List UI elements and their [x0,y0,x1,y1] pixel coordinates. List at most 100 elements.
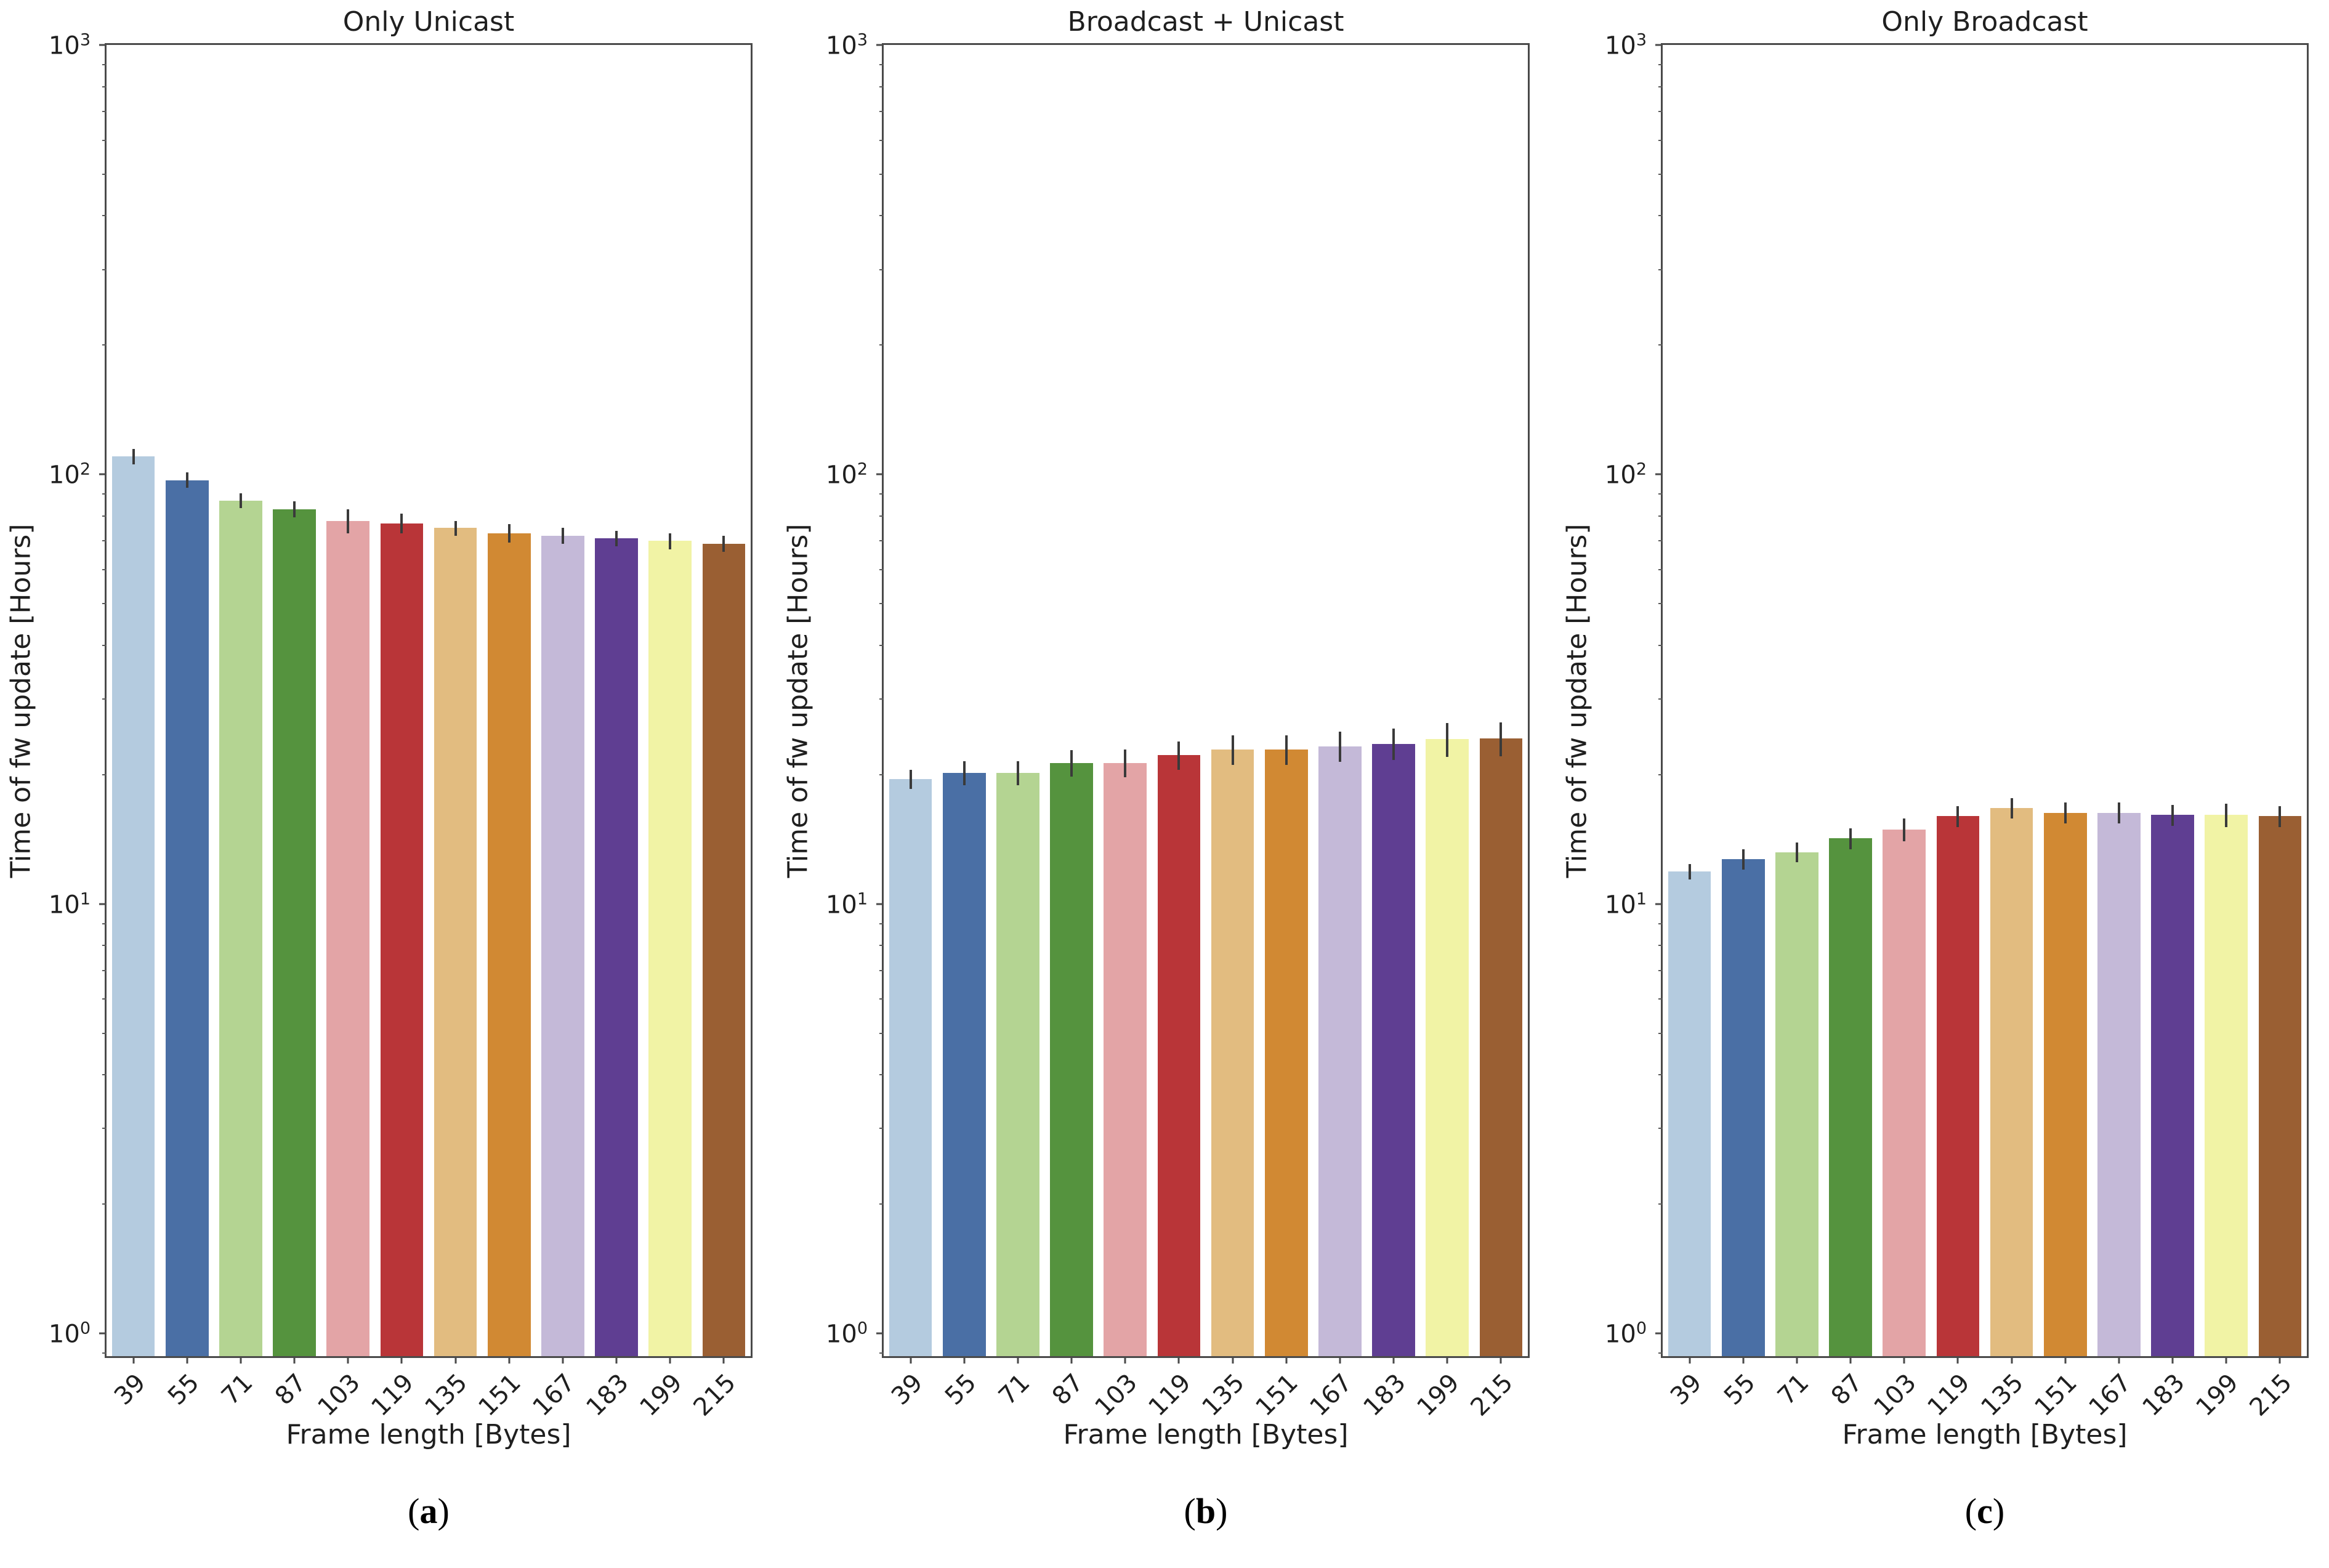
y-minor-tick [1658,269,1663,270]
y-axis-label: Time of fw update [Hours] [1561,523,1593,878]
x-tick-label-text: 183 [581,1368,634,1422]
error-bar-71 [1016,761,1019,785]
y-minor-tick [879,139,884,141]
y-major-tick [1655,1332,1663,1335]
error-bar-215 [1500,722,1503,756]
x-tick [1742,1356,1745,1364]
bar-215 [702,543,746,1356]
y-minor-tick [879,269,884,270]
y-minor-tick [879,540,884,542]
y-minor-tick [102,86,107,87]
error-bar-71 [1795,842,1798,863]
x-tick-label-text: 135 [1976,1368,2030,1422]
x-axis-label: Frame length [Bytes] [1842,1419,2128,1450]
x-tick-label-text: 103 [1868,1368,1922,1422]
error-bar-183 [615,530,618,547]
error-bar-183 [2171,804,2174,826]
x-tick-label-text: 199 [2190,1368,2244,1422]
y-minor-tick [1658,493,1663,495]
x-tick-label-text: 55 [162,1368,205,1411]
bar-135 [434,528,477,1356]
bar-71 [1775,852,1818,1356]
x-tick [1689,1356,1691,1364]
y-minor-tick [879,86,884,87]
y-minor-tick [1658,569,1663,571]
bar-135 [1990,808,2033,1356]
y-minor-tick [879,215,884,217]
x-tick-label-text: 215 [688,1368,741,1422]
panel-paren-open: ( [1964,1491,1977,1531]
x-tick [2011,1356,2013,1364]
y-tick-label: 100 [825,1319,868,1349]
x-tick-label-text: 119 [1922,1368,1976,1422]
y-minor-tick [1658,173,1663,175]
x-tick [1232,1356,1234,1364]
error-bar-39 [1688,863,1691,879]
y-minor-tick [102,540,107,542]
bars-container [1663,45,2307,1356]
y-minor-tick [879,569,884,571]
chart-title: Broadcast + Unicast [1067,6,1344,38]
panel-paren-open: ( [408,1491,420,1531]
bar-151 [487,533,531,1356]
bar-87 [1829,838,1872,1356]
x-tick-label-text: 103 [1089,1368,1143,1422]
x-tick-label-text: 199 [634,1368,688,1422]
y-minor-tick [879,774,884,775]
y-minor-tick [879,998,884,1000]
bar-151 [1264,749,1308,1356]
error-bar-167 [2117,802,2120,823]
y-minor-tick [102,774,107,775]
x-tick-label-text: 71 [1772,1368,1815,1411]
y-major-tick [99,1332,107,1335]
panel-label: (c) [1965,1490,2004,1532]
y-minor-tick [1658,698,1663,700]
error-bar-119 [1956,806,1960,827]
x-tick-label-text: 39 [108,1368,151,1411]
y-minor-tick [879,1352,884,1354]
error-bar-215 [722,535,725,552]
bars-container [107,45,751,1356]
bar-167 [541,535,584,1356]
panel-paren-close: ) [1992,1491,2005,1531]
x-tick [2279,1356,2281,1364]
x-tick [1392,1356,1395,1364]
y-minor-tick [102,945,107,947]
bar-199 [1426,739,1469,1356]
plot-area-c: Only Broadcast Time of fw update [Hours]… [1562,6,2309,1531]
bar-39 [1668,871,1711,1356]
y-major-tick [876,44,884,46]
error-bar-55 [963,761,966,785]
bar-215 [2258,816,2302,1356]
x-tick-label-text: 167 [1304,1368,1358,1422]
x-tick [1177,1356,1180,1364]
y-minor-tick [879,969,884,971]
y-minor-tick [879,173,884,175]
bar-119 [1157,755,1201,1356]
y-major-tick [876,903,884,905]
y-tick-label: 102 [48,459,91,490]
error-bar-71 [239,493,242,508]
bar-167 [1318,746,1362,1356]
x-tick [400,1356,403,1364]
y-major-tick [1655,473,1663,475]
x-tick-label-text: 135 [419,1368,474,1422]
y-minor-tick [1658,945,1663,947]
x-tick-label-text: 215 [1465,1368,1519,1422]
error-bar-199 [1446,722,1449,757]
x-tick [1339,1356,1341,1364]
x-tick [454,1356,457,1364]
x-tick-label-text: 39 [886,1368,929,1411]
y-minor-tick [879,923,884,924]
x-tick [1124,1356,1126,1364]
y-minor-tick [879,1032,884,1034]
y-minor-tick [879,644,884,646]
bar-103 [326,520,370,1356]
x-tick [2118,1356,2120,1364]
y-minor-tick [879,111,884,113]
y-minor-tick [102,923,107,924]
x-tick [2064,1356,2067,1364]
x-tick-label-text: 71 [216,1368,259,1411]
y-minor-tick [879,515,884,517]
bar-215 [1479,738,1523,1356]
